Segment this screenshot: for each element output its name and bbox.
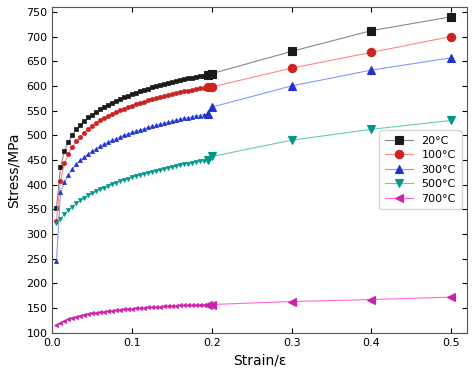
X-axis label: Strain/ε: Strain/ε: [233, 353, 286, 367]
300°C: [369, 68, 374, 72]
20°C: [369, 28, 374, 33]
500°C: [205, 158, 211, 162]
Y-axis label: Stress/MPa: Stress/MPa: [7, 132, 21, 208]
300°C: [289, 84, 294, 88]
Line: 700°C: 700°C: [204, 293, 456, 309]
700°C: [205, 302, 211, 307]
20°C: [289, 49, 294, 53]
100°C: [369, 50, 374, 55]
100°C: [209, 85, 215, 89]
100°C: [448, 34, 454, 39]
500°C: [369, 127, 374, 132]
700°C: [289, 299, 294, 304]
700°C: [448, 295, 454, 299]
500°C: [209, 154, 215, 159]
20°C: [448, 15, 454, 19]
500°C: [289, 138, 294, 142]
700°C: [369, 297, 374, 302]
300°C: [448, 55, 454, 60]
Line: 20°C: 20°C: [204, 13, 456, 79]
20°C: [209, 71, 215, 76]
100°C: [289, 66, 294, 70]
Line: 300°C: 300°C: [204, 53, 456, 118]
Line: 100°C: 100°C: [204, 33, 456, 92]
100°C: [205, 85, 211, 90]
20°C: [205, 72, 211, 77]
300°C: [209, 105, 215, 109]
Line: 500°C: 500°C: [204, 116, 456, 164]
700°C: [209, 302, 215, 307]
500°C: [448, 118, 454, 123]
300°C: [205, 112, 211, 116]
Legend: 20°C, 100°C, 300°C, 500°C, 700°C: 20°C, 100°C, 300°C, 500°C, 700°C: [379, 131, 462, 209]
